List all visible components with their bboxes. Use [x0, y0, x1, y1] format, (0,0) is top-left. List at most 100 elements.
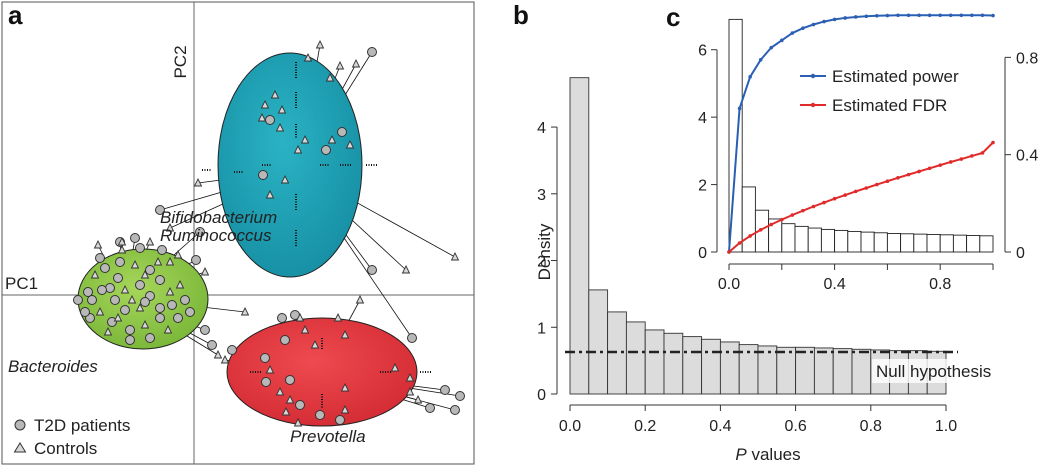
power-point — [822, 19, 826, 24]
histogram-bar — [663, 332, 684, 395]
fdr-point — [780, 217, 784, 222]
t2d-sample-marker — [407, 333, 417, 343]
inset-histogram-bar — [860, 231, 875, 253]
fdr-point — [885, 179, 890, 183]
pc2-label: PC2 — [171, 45, 190, 78]
inset-histogram-bar — [873, 232, 888, 253]
t2d-sample-marker — [277, 313, 287, 323]
control-sample-marker — [135, 302, 145, 312]
power-point — [885, 13, 890, 18]
t2d-sample-marker — [285, 375, 295, 385]
power-point — [959, 13, 964, 18]
inset-left-tick-label: 2 — [698, 178, 707, 195]
t2d-legend-label: T2D patients — [34, 416, 130, 435]
fdr-point — [896, 175, 900, 180]
inset-histogram-bar — [820, 228, 836, 253]
y-tick-label: 0 — [537, 387, 546, 404]
histogram-bar — [701, 338, 721, 395]
fdr-point — [991, 140, 995, 145]
fdr-point — [801, 208, 805, 213]
inset-histogram-bar — [939, 234, 954, 253]
y-tick-label: 1 — [537, 320, 546, 337]
bacteroides-label: Bacteroides — [8, 357, 98, 376]
fdr-point — [727, 250, 731, 254]
inset-histogram-bar — [794, 225, 809, 253]
power-legend-label: Estimated power — [832, 67, 959, 86]
control-sample-marker — [265, 364, 275, 374]
control-sample-marker — [293, 417, 303, 427]
y-tick-label: 4 — [537, 120, 546, 137]
fdr-point — [853, 189, 858, 194]
prevotella-cluster — [226, 317, 418, 427]
power-point — [896, 13, 900, 18]
x-tick-label: 1.0 — [935, 418, 957, 435]
t2d-sample-marker — [200, 325, 210, 335]
control-sample-marker — [295, 312, 305, 322]
t2d-sample-marker — [180, 295, 190, 305]
legend-a: T2D patients Controls — [13, 416, 130, 458]
control-sample-marker — [325, 72, 335, 82]
control-sample-marker — [413, 394, 423, 404]
inset-histogram-bar — [979, 235, 994, 253]
power-point — [737, 106, 742, 111]
t2d-sample-marker — [455, 391, 465, 401]
t2d-sample-marker — [167, 300, 177, 310]
power-point — [948, 13, 953, 18]
null-hypothesis-label-bg — [872, 359, 1018, 383]
control-sample-marker — [270, 89, 280, 99]
controls-legend-marker — [13, 442, 27, 453]
histogram-bar — [832, 348, 853, 395]
x-tick-label: 0.0 — [559, 418, 581, 435]
t2d-sample-marker — [125, 325, 135, 335]
power-point — [811, 22, 816, 27]
t2d-sample-marker — [280, 335, 290, 345]
estimated-fdr-line — [728, 141, 994, 253]
t2d-sample-marker — [73, 295, 83, 305]
inset-histogram-bar — [741, 186, 756, 253]
control-sample-marker — [327, 134, 337, 144]
p-italic: P — [735, 445, 747, 464]
power-point — [748, 75, 752, 79]
t2d-sample-marker — [83, 287, 93, 297]
t2d-sample-marker — [207, 340, 217, 350]
inset-histogram-bar — [966, 235, 981, 253]
t2d-sample-marker — [265, 115, 275, 125]
fdr-point — [927, 166, 932, 171]
inset-histogram-bar — [781, 223, 796, 253]
control-sample-marker — [281, 406, 291, 416]
inset-axes: 0 2 4 6 0 0.4 0.8 0.0 0.4 0.8 — [698, 43, 1038, 293]
inset-histogram-bar — [926, 234, 941, 253]
bifidobacterium-label: Bifidobacterium — [160, 208, 277, 227]
control-sample-marker — [165, 222, 175, 232]
control-sample-marker — [103, 326, 113, 336]
control-sample-marker — [310, 339, 320, 349]
control-sample-marker — [275, 122, 285, 132]
t2d-legend-marker — [14, 419, 26, 431]
panel-b: b Density P values 0 1 2 3 4 0.0 0.2 0.4 0.6 0.8 1… — [513, 0, 1018, 464]
fdr-point — [864, 186, 869, 190]
x-tick-label: 0.2 — [634, 418, 656, 435]
power-point — [769, 45, 774, 50]
t2d-sample-marker — [95, 253, 105, 263]
t2d-sample-marker — [425, 403, 435, 413]
control-sample-marker — [351, 58, 361, 68]
control-sample-marker — [90, 269, 100, 279]
cluster-axis-ticks — [202, 62, 432, 408]
histogram-axes: 0 1 2 3 4 0.0 0.2 0.4 0.6 0.8 1.0 — [537, 120, 957, 435]
control-sample-marker — [401, 264, 411, 274]
control-sample-marker — [303, 52, 313, 62]
control-sample-marker — [240, 306, 250, 316]
t2d-sample-marker — [100, 263, 110, 273]
power-point — [917, 13, 921, 18]
t2d-sample-marker — [335, 415, 345, 425]
control-sample-marker — [213, 349, 223, 359]
control-sample-marker — [355, 294, 365, 304]
control-sample-marker — [333, 312, 343, 322]
control-sample-marker — [113, 312, 123, 322]
values-text: values — [747, 445, 801, 464]
control-sample-marker — [340, 382, 350, 392]
panel-a: a PC2 PC1 Bifidobacterium Ruminococcus B… — [1, 0, 475, 465]
t2d-sample-marker — [260, 353, 270, 363]
power-point — [843, 16, 847, 20]
power-point — [906, 13, 911, 18]
